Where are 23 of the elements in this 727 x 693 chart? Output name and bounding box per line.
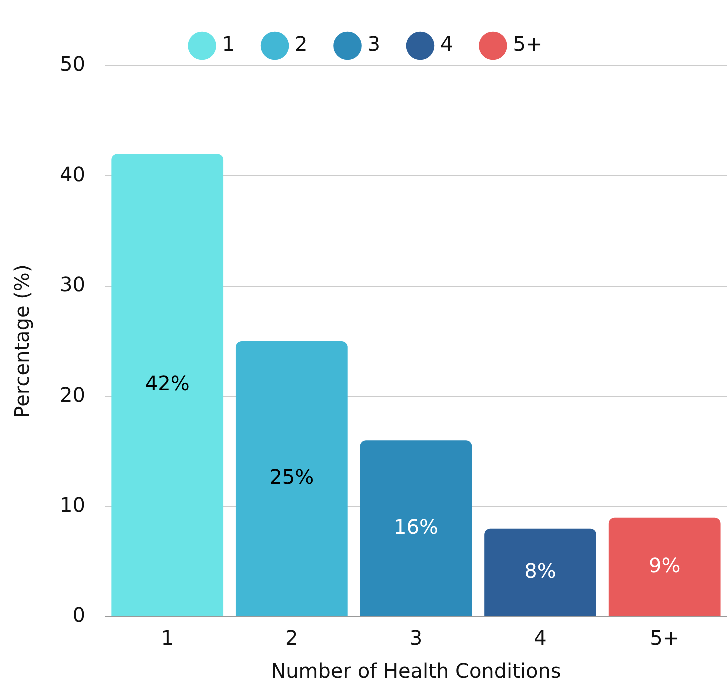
x-tick-label: 5+ — [650, 626, 680, 650]
x-tick-label: 1 — [161, 626, 174, 650]
y-tick-label: 10 — [60, 493, 86, 518]
legend-label: 3 — [368, 32, 380, 56]
y-tick-label: 40 — [60, 162, 86, 186]
y-axis-title: Percentage (%) — [10, 264, 34, 418]
x-tick-label: 2 — [286, 626, 298, 650]
x-tick-label: 4 — [534, 626, 547, 650]
legend-label: 5+ — [513, 32, 543, 56]
x-axis-title: Number of Health Conditions — [271, 659, 562, 684]
legend-label: 1 — [222, 32, 236, 56]
data-label: 25% — [270, 465, 314, 490]
y-tick-label: 0 — [72, 603, 86, 628]
y-tick-label: 30 — [60, 272, 86, 297]
data-label: 16% — [394, 514, 438, 539]
data-label: 9% — [648, 553, 681, 578]
y-tick-label: 20 — [60, 382, 86, 407]
data-label: 42% — [145, 372, 190, 396]
legend-label: 4 — [440, 32, 454, 56]
y-tick-label: 50 — [60, 52, 86, 76]
x-tick-label: 3 — [410, 626, 423, 650]
data-label: 8% — [524, 558, 556, 583]
legend-label: 2 — [295, 32, 308, 56]
